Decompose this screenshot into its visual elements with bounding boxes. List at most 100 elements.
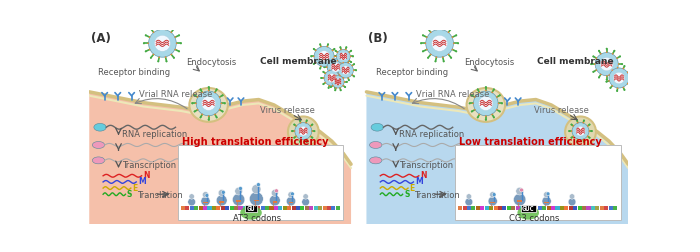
Bar: [547, 206, 551, 210]
Circle shape: [300, 122, 301, 123]
Circle shape: [352, 55, 354, 57]
Bar: [560, 206, 564, 210]
Circle shape: [339, 77, 341, 79]
Circle shape: [309, 136, 312, 137]
Circle shape: [477, 88, 479, 90]
Circle shape: [305, 122, 307, 123]
Circle shape: [165, 60, 167, 62]
Circle shape: [589, 130, 590, 132]
Circle shape: [272, 190, 279, 196]
Circle shape: [337, 73, 339, 74]
Circle shape: [336, 63, 338, 65]
Text: M: M: [415, 177, 423, 186]
Circle shape: [582, 122, 584, 123]
Circle shape: [319, 43, 321, 45]
Circle shape: [333, 85, 335, 86]
Circle shape: [616, 90, 618, 92]
Circle shape: [355, 69, 357, 71]
Bar: [484, 206, 489, 210]
Circle shape: [422, 34, 424, 36]
Circle shape: [430, 54, 431, 55]
Circle shape: [331, 56, 333, 58]
Circle shape: [341, 77, 343, 79]
Text: Vrial RNA release: Vrial RNA release: [139, 90, 213, 100]
Circle shape: [340, 65, 342, 67]
Circle shape: [252, 184, 261, 194]
Circle shape: [420, 42, 422, 44]
Circle shape: [153, 32, 154, 33]
Text: RNA replication: RNA replication: [122, 130, 187, 139]
Circle shape: [452, 49, 453, 50]
Circle shape: [148, 29, 176, 57]
Circle shape: [592, 55, 594, 57]
Circle shape: [576, 119, 578, 121]
Ellipse shape: [370, 142, 382, 148]
Circle shape: [300, 139, 301, 140]
Circle shape: [158, 29, 160, 30]
Circle shape: [583, 141, 585, 143]
Circle shape: [582, 139, 584, 140]
Circle shape: [479, 114, 480, 115]
Bar: [207, 206, 211, 210]
Bar: [220, 206, 225, 210]
Circle shape: [473, 103, 474, 104]
Circle shape: [222, 94, 223, 96]
Circle shape: [222, 110, 223, 112]
Bar: [239, 206, 242, 210]
Circle shape: [471, 110, 472, 112]
Bar: [318, 206, 322, 210]
Circle shape: [348, 79, 350, 81]
Text: Low translation efficiency: Low translation efficiency: [459, 137, 601, 147]
Bar: [331, 206, 335, 210]
Circle shape: [344, 73, 346, 75]
Bar: [296, 206, 300, 210]
Circle shape: [457, 42, 459, 44]
Text: Cell membrane: Cell membrane: [260, 56, 337, 66]
Circle shape: [194, 110, 195, 112]
Circle shape: [327, 59, 344, 76]
Circle shape: [145, 34, 147, 36]
Circle shape: [214, 92, 216, 93]
Circle shape: [328, 85, 330, 86]
Circle shape: [427, 28, 429, 30]
Ellipse shape: [92, 142, 105, 148]
Circle shape: [493, 88, 495, 90]
Circle shape: [319, 68, 321, 70]
Circle shape: [315, 62, 316, 63]
Circle shape: [568, 130, 570, 132]
Circle shape: [594, 63, 596, 65]
Circle shape: [479, 96, 493, 111]
Bar: [608, 206, 612, 210]
Circle shape: [150, 28, 152, 30]
Bar: [300, 206, 304, 210]
Circle shape: [336, 55, 338, 57]
Text: Virus release: Virus release: [260, 106, 315, 115]
Circle shape: [332, 58, 334, 59]
Text: CG3 codons: CG3 codons: [509, 214, 559, 223]
Text: Endocytosis: Endocytosis: [464, 58, 514, 67]
Circle shape: [150, 57, 152, 59]
Bar: [545, 202, 549, 204]
Circle shape: [333, 63, 335, 65]
Circle shape: [165, 24, 167, 26]
Circle shape: [430, 32, 431, 33]
Circle shape: [328, 70, 330, 71]
Circle shape: [337, 82, 339, 83]
Circle shape: [173, 28, 175, 30]
Circle shape: [612, 53, 613, 54]
Circle shape: [314, 46, 334, 67]
Circle shape: [347, 77, 349, 79]
Circle shape: [575, 126, 585, 136]
Circle shape: [448, 32, 449, 33]
Circle shape: [477, 116, 479, 118]
Circle shape: [616, 64, 618, 66]
Circle shape: [624, 65, 625, 67]
Circle shape: [608, 80, 610, 82]
Circle shape: [337, 75, 340, 76]
Circle shape: [332, 62, 333, 63]
Bar: [186, 206, 190, 210]
Circle shape: [577, 139, 578, 140]
Circle shape: [334, 89, 336, 91]
Circle shape: [485, 118, 486, 120]
Text: E: E: [410, 184, 415, 193]
